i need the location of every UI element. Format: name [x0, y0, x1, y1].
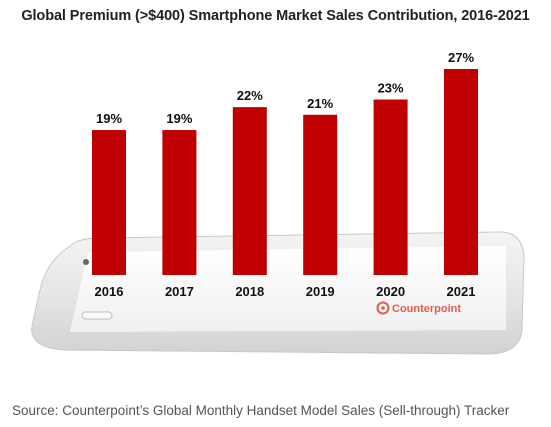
x-tick-label-2018: 2018	[235, 284, 264, 299]
phone-camera-icon	[83, 259, 89, 265]
x-tick-label-2016: 2016	[95, 284, 124, 299]
data-label-2021: 27%	[448, 50, 474, 65]
counterpoint-logo: Counterpoint	[376, 301, 461, 315]
bar-2016	[92, 130, 126, 275]
x-tick-label-2020: 2020	[376, 284, 405, 299]
bar-2021	[444, 69, 478, 275]
counterpoint-logo-text: Counterpoint	[392, 303, 461, 315]
phone-screen	[70, 246, 506, 332]
data-label-2018: 22%	[237, 88, 263, 103]
bars-layer: 19% 2016 19% 2017 22% 2018 21% 2019 23% 2020 27% 20…	[92, 50, 478, 299]
chart-svg: 19% 2016 19% 2017 22% 2018 21% 2019 23% 2020 27% 20…	[30, 50, 525, 360]
data-label-2017: 19%	[166, 111, 192, 126]
bar-2019	[303, 114, 338, 276]
source-note: Source: Counterpoint’s Global Monthly Ha…	[12, 403, 510, 418]
bar-2018	[232, 107, 267, 275]
chart-title: Global Premium (>$400) Smartphone Market…	[21, 8, 530, 24]
bar-2017	[162, 130, 197, 275]
x-tick-label-2017: 2017	[165, 284, 194, 299]
x-tick-label-2021: 2021	[447, 284, 476, 299]
data-label-2020: 23%	[378, 81, 404, 96]
bar-2020	[373, 99, 408, 275]
data-label-2019: 21%	[307, 96, 333, 111]
phone-home-button-icon	[81, 311, 113, 320]
x-tick-label-2019: 2019	[306, 284, 335, 299]
data-label-2016: 19%	[96, 111, 122, 126]
